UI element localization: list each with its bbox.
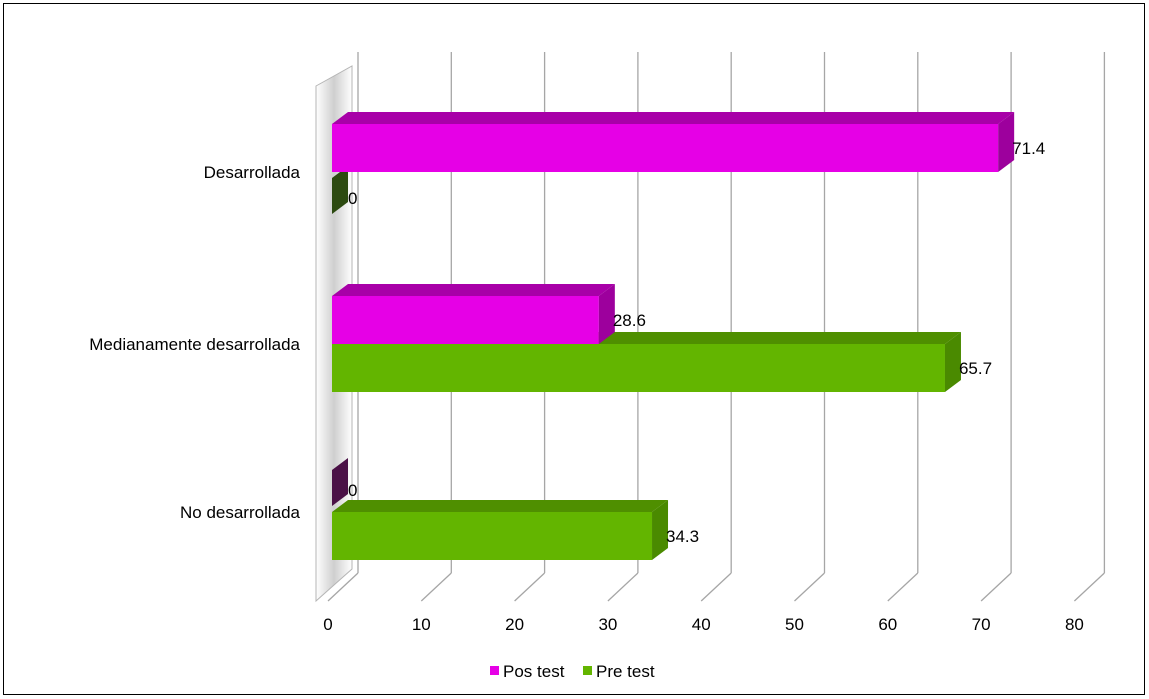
gridline-floor: [794, 572, 825, 602]
gridline-floor: [327, 572, 359, 602]
bar-pos-test: [332, 284, 615, 344]
bar-top-face: [332, 500, 669, 512]
bar-top-face: [332, 284, 615, 296]
bar-zero-sliver: [332, 458, 348, 506]
data-label: 0: [348, 481, 357, 500]
x-tick-label: 30: [598, 615, 617, 634]
legend: Pos test Pre test: [490, 662, 655, 681]
gridline-floor: [1073, 572, 1105, 602]
bar-front-face: [332, 296, 599, 344]
gridline-floor: [980, 572, 1012, 602]
bar-front-face: [332, 124, 999, 172]
legend-swatch: [490, 666, 499, 675]
x-tick-label: 80: [1065, 615, 1084, 634]
category-label: Medianamente desarrollada: [89, 335, 300, 354]
data-label: 65.7: [959, 359, 992, 378]
legend-label: Pos test: [503, 662, 565, 681]
data-label: 71.4: [1012, 139, 1045, 158]
x-tick-label: 40: [692, 615, 711, 634]
category-label: Desarrollada: [204, 163, 301, 182]
bar-pre-test: [332, 500, 669, 560]
value-axis: 0 10 20 30 40 50 60 70 80: [323, 615, 1084, 634]
bar-side-face: [598, 284, 615, 344]
gridline-floor: [420, 572, 452, 602]
chart-frame: No desarrollada Medianamente desarrollada…: [3, 3, 1145, 695]
bars: [332, 112, 1015, 560]
bar-pre-test: [332, 166, 348, 214]
x-tick-label: 50: [785, 615, 804, 634]
x-tick-label: 0: [323, 615, 332, 634]
category-axis: No desarrollada Medianamente desarrollada…: [89, 163, 300, 522]
bar-front-face: [332, 512, 653, 560]
bar-front-face: [332, 344, 945, 392]
x-tick-label: 10: [412, 615, 431, 634]
bar-pos-test: [332, 112, 1015, 172]
bar-pos-test: [332, 458, 348, 506]
bar-chart: No desarrollada Medianamente desarrollada…: [89, 52, 1106, 681]
gridline-floor: [514, 572, 546, 602]
x-tick-label: 20: [505, 615, 524, 634]
bar-top-face: [332, 112, 1015, 124]
bar-side-face: [944, 332, 961, 392]
bar-side-face: [652, 500, 669, 560]
data-label: 34.3: [666, 527, 699, 546]
category-label: No desarrollada: [180, 503, 301, 522]
x-tick-label: 70: [972, 615, 991, 634]
legend-swatch: [583, 666, 592, 675]
gridline-floor: [887, 572, 919, 602]
data-label: 0: [348, 189, 357, 208]
legend-label: Pre test: [596, 662, 655, 681]
x-tick-label: 60: [878, 615, 897, 634]
bar-side-face: [998, 112, 1015, 172]
gridline-floor: [700, 572, 732, 602]
data-label: 28.6: [613, 311, 646, 330]
data-labels: 34.3 65.7 0 0 28.6 71.4: [348, 139, 1045, 546]
bar-zero-sliver: [332, 166, 348, 214]
gridline-floor: [607, 572, 639, 602]
